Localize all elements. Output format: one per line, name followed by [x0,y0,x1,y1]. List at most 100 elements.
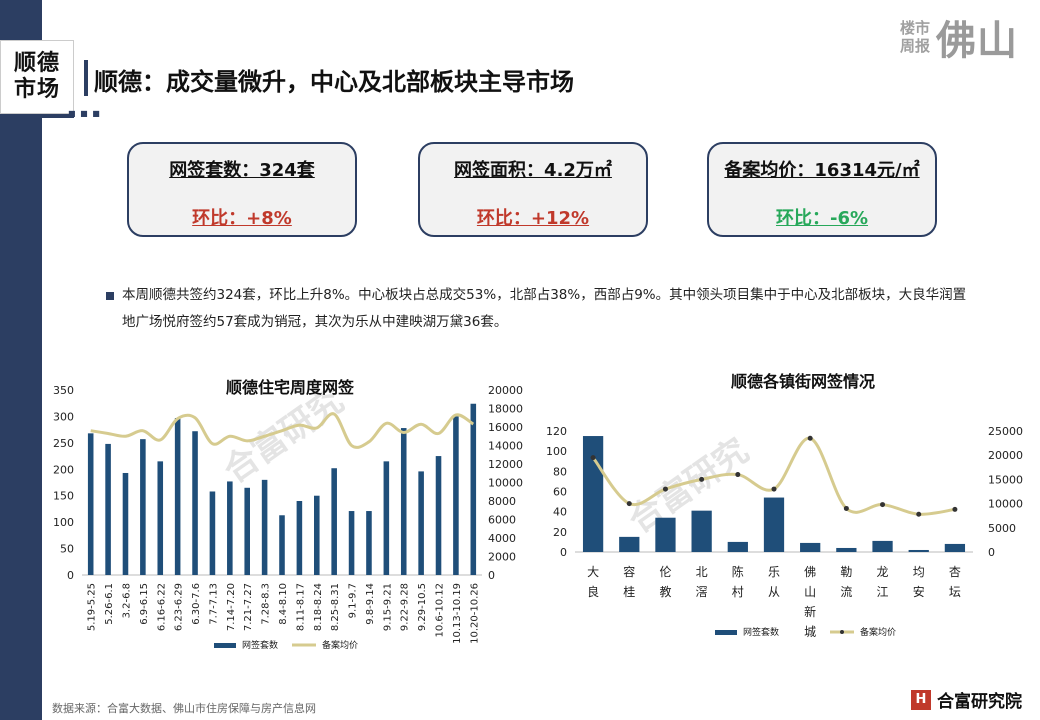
section-tag: 顺德 市场 [0,40,74,114]
x-tick-label: 伦教 [659,564,671,599]
bar [261,479,268,575]
x-tick-label: 10.6-10.12 [435,583,446,638]
x-tick-label: 8.11-8.17 [295,583,306,631]
x-tick-label: 9.8-9.14 [365,583,376,625]
bar [140,439,146,575]
legend-label: 备案均价 [322,639,358,651]
bar [836,547,857,552]
y-right-tick-label: 18000 [488,403,523,416]
x-tick-label: 3.2-6.8 [121,583,132,618]
x-tick-label: 大良 [587,565,599,599]
section-tag-line2: 市场 [13,77,60,102]
x-tick-label: 6.30-7.6 [191,583,202,625]
x-tick-label: 北滘 [696,565,708,599]
bar [582,436,604,552]
kpi-ratio: 环比：+8% [192,208,292,229]
legend-label: 网签套数 [743,626,779,638]
y-right-tick-label: 0 [488,569,495,582]
y-right-tick-label: 2000 [488,551,516,564]
kpi-card-price: 备案均价：16314元/㎡ 环比：-6% [707,142,937,237]
y-left-tick-label: 80 [553,465,567,478]
y-left-tick-label: 150 [53,490,74,503]
x-tick-label: 8.4-8.10 [278,583,289,625]
legend-bar-swatch [214,643,236,648]
x-tick-label: 6.23-6.29 [174,583,185,631]
watermark: 合富研究 [622,431,756,542]
x-tick-label: 5.19-5.25 [87,583,98,631]
section-tag-line1: 顺德 [13,51,60,76]
kpi-ratio: 环比：+12% [476,208,590,229]
y-left-tick-label: 40 [553,506,567,519]
summary-text: 本周顺德共签约324套，环比上升8%。中心板块占总成交53%，北部占38%，西部… [122,287,967,330]
kpi-label: 网签面积：4.2万㎡ [454,160,612,181]
page-title: 顺德：成交量微升，中心及北部板块主导市场 [94,68,574,96]
y-right-tick-label: 20000 [988,449,1023,462]
y-right-tick-label: 16000 [488,421,523,434]
y-left-tick-label: 250 [53,437,74,450]
hefu-logo-icon: H [911,689,931,710]
x-tick-label: 8.18-8.24 [313,583,324,631]
bar [296,501,303,575]
bar [227,481,233,575]
section-tag-dots: ■ ■ ■ [68,109,101,118]
x-tick-label: 10.13-10.19 [452,583,463,644]
bar [872,540,893,552]
price-point [662,486,668,492]
summary-paragraph: 本周顺德共签约324套，环比上升8%。中心板块占总成交53%，北部占38%，西部… [106,282,972,336]
x-tick-label: 7.28-8.3 [261,583,272,625]
y-right-tick-label: 5000 [988,522,1016,535]
bar [244,487,250,575]
y-left-tick-label: 350 [53,384,74,397]
bar [366,511,372,575]
x-tick-label: 6.16-6.22 [156,583,167,631]
x-tick-label: 9.1-9.7 [348,583,359,618]
footer-brand: H 合富研究院 [911,687,1022,712]
x-tick-label: 9.29-10.5 [417,583,428,631]
y-left-tick-label: 100 [53,516,74,529]
x-tick-label: 杏坛 [949,565,961,599]
y-right-tick-label: 10000 [488,477,523,490]
bar [192,431,198,575]
y-left-tick-label: 200 [53,463,74,476]
bar [87,433,94,575]
chart-title: 顺德住宅周度网签 [226,378,355,397]
price-point [626,501,632,507]
y-right-tick-label: 0 [988,546,995,559]
bar [383,461,390,575]
data-source: 数据来源：合富大数据、佛山市住房保障与房产信息网 [52,702,316,715]
kpi-card-units: 网签套数：324套 环比：+8% [127,142,357,237]
price-point [807,435,813,441]
x-tick-label: 5.26-6.1 [104,583,115,625]
bar [470,403,477,575]
kpi-label: 网签套数：324套 [169,160,315,181]
y-right-tick-label: 12000 [488,458,523,471]
bar [157,461,164,575]
y-left-tick-label: 0 [560,546,567,559]
brand-logo: 楼市 周报 佛山 [900,8,1018,66]
bar [348,511,355,575]
y-right-tick-label: 6000 [488,514,516,527]
price-point [735,472,741,478]
price-line [90,412,475,449]
bar [908,549,929,552]
bar [105,443,111,575]
price-point [590,455,596,461]
bar [655,517,676,552]
legend-bar-swatch [715,630,737,635]
bar [314,495,320,575]
price-point [952,506,958,512]
y-right-tick-label: 8000 [488,495,516,508]
y-right-tick-label: 14000 [488,440,523,453]
y-left-tick-label: 20 [553,526,567,539]
brand-big-text: 佛山 [936,18,1018,64]
x-tick-label: 均安 [913,565,925,599]
x-tick-label: 陈村 [732,564,744,599]
y-right-tick-label: 25000 [988,425,1023,438]
bar [279,515,285,575]
y-left-tick-label: 300 [53,410,74,423]
footer-brand-text: 合富研究院 [937,692,1022,712]
x-tick-label: 乐从 [768,565,780,599]
bar [727,541,748,552]
chart-title: 顺德各镇街网签情况 [731,372,875,391]
